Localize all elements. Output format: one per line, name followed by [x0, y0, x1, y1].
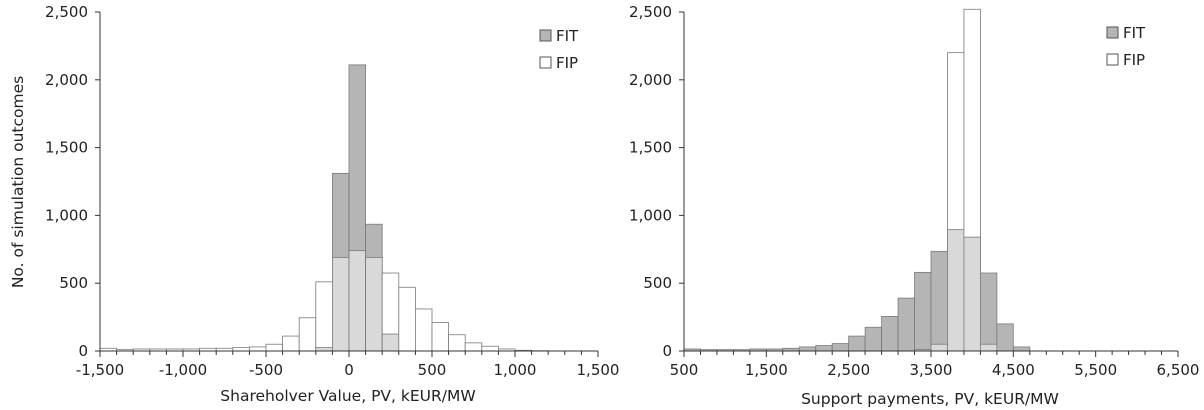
right-bar-overlap: [980, 343, 998, 352]
left-bar-fip: [282, 335, 300, 352]
right-bar-fit: [930, 250, 948, 352]
left-bar-overlap: [365, 257, 383, 352]
right-y-tick-label: 2,000: [629, 71, 672, 89]
left-legend-fip-swatch: [539, 56, 552, 69]
left-xlabel: Shareholver Value, PV, kEUR/MW: [220, 387, 475, 405]
left-x-tick-label: 1,000: [494, 361, 537, 379]
left-legend: FIT FIP: [539, 27, 579, 72]
left-bars: [99, 64, 549, 352]
left-bar-overlap: [348, 250, 367, 352]
left-x-tick-label: 1,500: [577, 361, 620, 379]
left-legend-fip-label: FIP: [556, 54, 578, 72]
left-bar-overlap: [331, 257, 350, 352]
right-legend: FIT FIP: [1106, 24, 1146, 69]
right-bar-fit: [798, 346, 817, 352]
right-x-tick-label: 6,500: [1157, 361, 1200, 379]
left-bar-fip: [315, 281, 333, 352]
right-bar-overlap: [963, 236, 981, 352]
left-bar-fip: [398, 286, 416, 352]
left-legend-fit-label: FIT: [556, 27, 579, 45]
left-x-tick-label: 500: [418, 361, 447, 379]
right-y-tick-label: 2,500: [629, 3, 672, 21]
left-bar-fip: [464, 342, 483, 352]
left-bar-fip: [448, 334, 466, 352]
left-legend-fit-swatch: [539, 29, 552, 42]
left-x-tick-label: 0: [344, 361, 354, 379]
right-bar-overlap: [947, 229, 965, 352]
left-bar-fip: [431, 322, 450, 352]
right-y-tick-label: 500: [643, 274, 672, 292]
right-legend-fit-swatch: [1106, 26, 1119, 39]
left-y-tick-label: 1,000: [45, 206, 88, 224]
right-x-tick-label: 4,500: [992, 361, 1035, 379]
left-y-tick-label: 2,000: [45, 71, 88, 89]
left-bar-fip: [481, 345, 499, 352]
chart-left: 0 500 1,000 1,500 2,000 2,500 -1,500 -1,000 -500…: [9, 3, 619, 405]
left-bar-fip: [248, 346, 267, 352]
left-y-tick-label: 2,500: [45, 3, 88, 21]
left-y-tick-label: 0: [78, 342, 88, 360]
left-bar-fip: [298, 317, 317, 352]
right-bar-overlap: [930, 343, 948, 352]
left-axes: 0 500 1,000 1,500 2,000 2,500 -1,500 -1,000 -500…: [45, 3, 619, 379]
right-legend-fip-swatch: [1106, 53, 1119, 66]
right-y-tick-label: 1,500: [629, 139, 672, 157]
left-ylabel: No. of simulation outcomes: [9, 76, 27, 288]
right-y-tick-label: 1,000: [629, 206, 672, 224]
right-legend-fit-label: FIT: [1123, 24, 1146, 42]
right-bar-fit: [864, 326, 883, 352]
left-bar-fip: [265, 343, 284, 352]
right-bar-fit: [831, 343, 850, 352]
left-y-tick-label: 1,500: [45, 139, 88, 157]
right-bar-fit: [996, 323, 1014, 352]
right-bar-fit: [914, 271, 932, 352]
left-y-tick-label: 500: [59, 274, 88, 292]
right-bar-fit: [815, 345, 833, 352]
right-x-tick-label: 500: [670, 361, 699, 379]
left-x-tick-label: -500: [249, 361, 283, 379]
right-bar-fit: [848, 335, 866, 352]
right-bar-fit: [881, 316, 899, 352]
left-bar-overlap: [381, 333, 400, 352]
left-x-tick-label: -1,000: [159, 361, 207, 379]
left-bar-fip: [232, 347, 250, 352]
right-bars: [683, 8, 1031, 352]
right-x-tick-label: 3,500: [910, 361, 953, 379]
right-bar-fit: [980, 272, 998, 352]
left-bar-fip: [414, 308, 433, 352]
right-x-tick-label: 5,500: [1074, 361, 1117, 379]
left-x-tick-label: -1,500: [76, 361, 124, 379]
right-bar-fit: [1012, 346, 1031, 352]
right-x-tick-label: 1,500: [745, 361, 788, 379]
left-bar-overlap: [315, 347, 333, 352]
right-bar-fit: [897, 297, 915, 352]
right-x-tick-label: 2,500: [827, 361, 870, 379]
right-y-tick-label: 0: [662, 342, 672, 360]
right-xlabel: Support payments, PV, kEUR/MW: [801, 390, 1059, 408]
right-legend-fip-label: FIP: [1123, 51, 1145, 69]
